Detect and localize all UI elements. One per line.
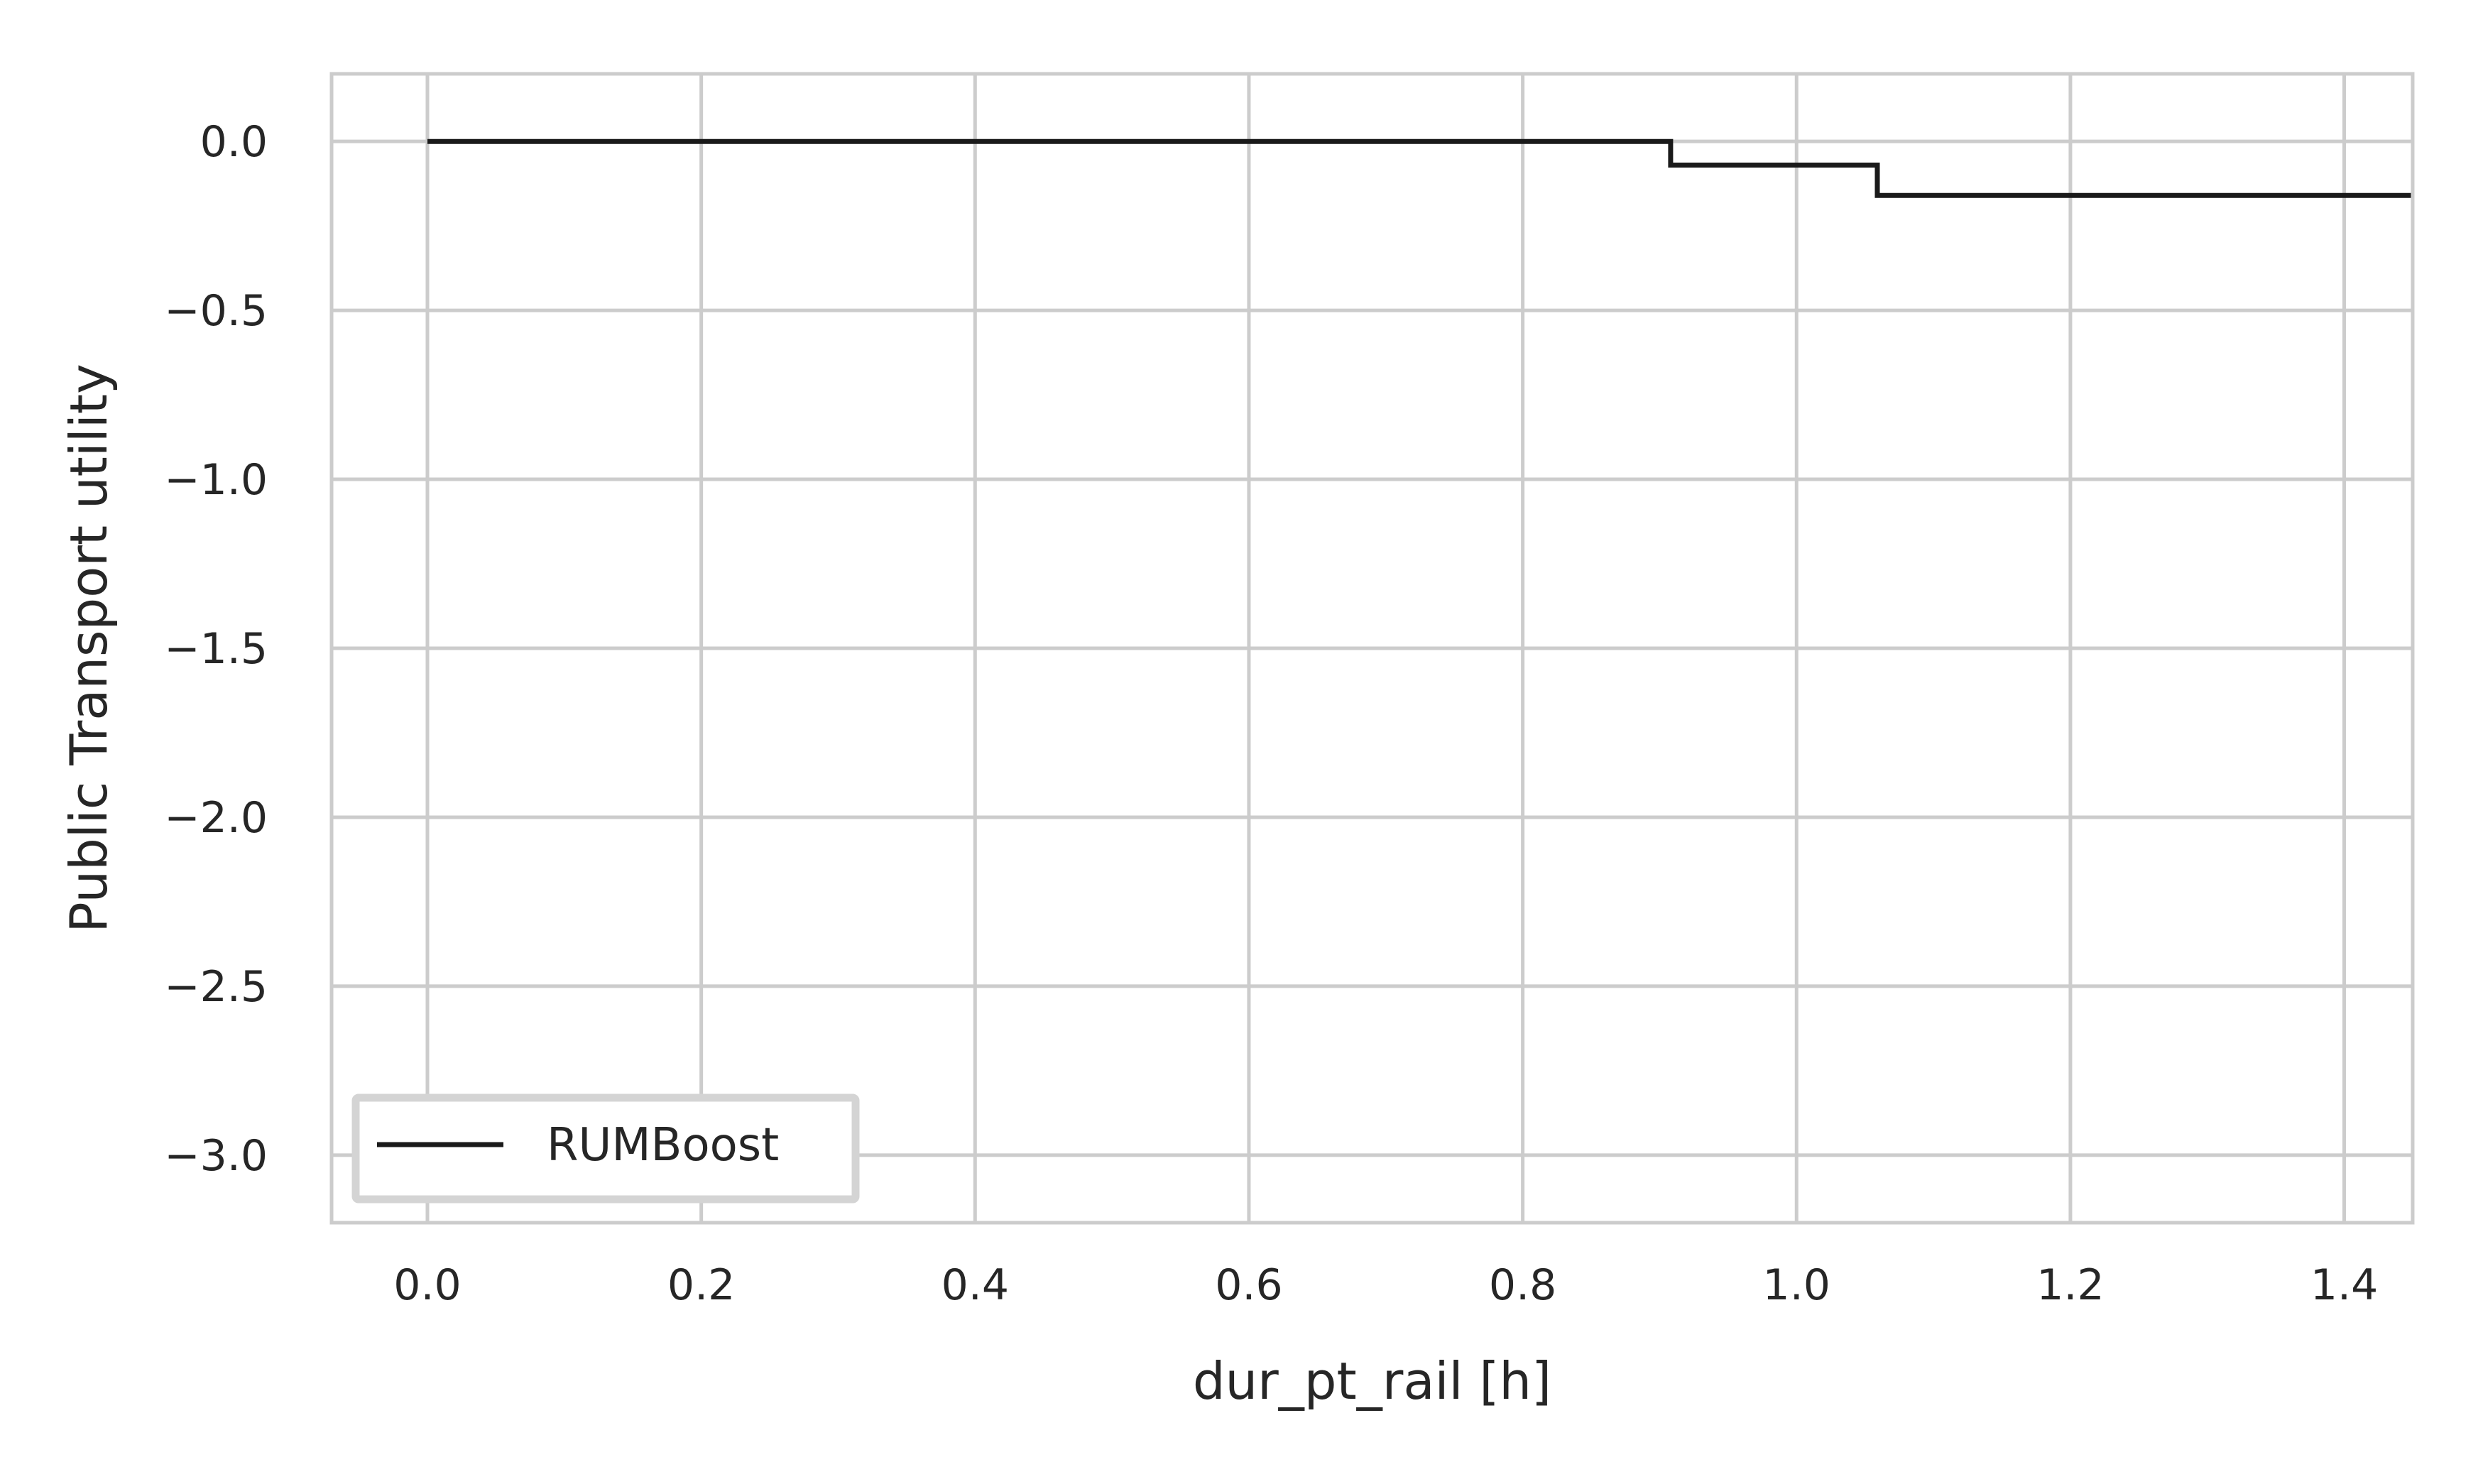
series-line-rumboost (427, 138, 2413, 198)
x-tick-label: 0.6 (1215, 1260, 1282, 1310)
x-tick-label: 0.4 (941, 1260, 1009, 1310)
y-tick-label: −1.0 (164, 455, 268, 505)
y-tick-labels: 0.0 −0.5 −1.0 −1.5 −2.0 −2.5 −3.0 (164, 117, 268, 1181)
legend: RUMBoost (351, 1093, 860, 1204)
x-tick-label: 1.0 (1763, 1260, 1830, 1310)
y-tick-label: −1.5 (164, 624, 268, 674)
y-axis-label: Public Transport utility (59, 364, 119, 932)
y-tick-label: −2.5 (164, 962, 268, 1012)
y-tick-label: 0.0 (200, 117, 268, 167)
y-tick-label: −0.5 (164, 286, 268, 336)
series-layer (427, 138, 2413, 198)
x-tick-labels: 0.0 0.2 0.4 0.6 0.8 1.0 1.2 1.4 (393, 1260, 2378, 1310)
legend-box (351, 1093, 860, 1204)
x-tick-label: 0.0 (393, 1260, 461, 1310)
x-tick-label: 1.4 (2310, 1260, 2378, 1310)
x-tick-label: 0.8 (1489, 1260, 1556, 1310)
y-tick-label: −2.0 (164, 793, 268, 843)
legend-label-rumboost: RUMBoost (547, 1119, 779, 1172)
x-tick-label: 0.2 (667, 1260, 735, 1310)
x-axis-label: dur_pt_rail [h] (1193, 1351, 1551, 1411)
y-tick-label: −3.0 (164, 1131, 268, 1181)
x-tick-label: 1.2 (2036, 1260, 2104, 1310)
plot-frame (329, 72, 2415, 1225)
